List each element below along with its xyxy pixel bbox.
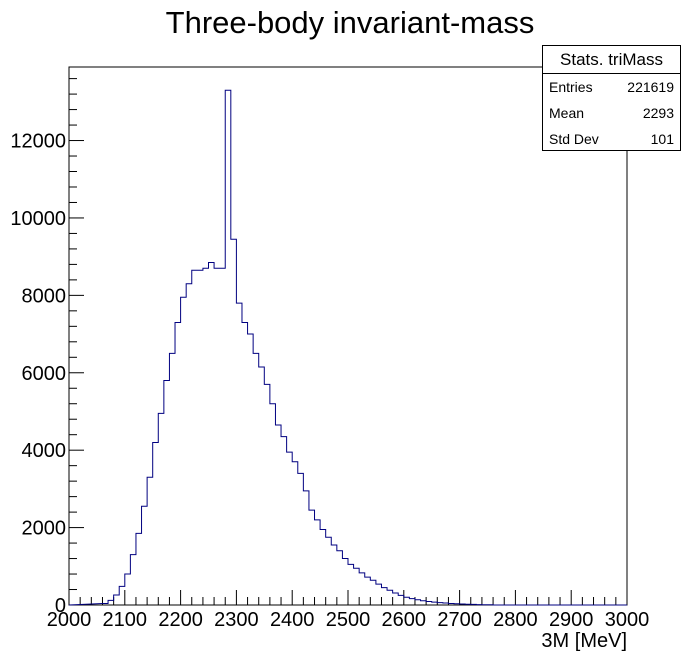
- y-tick-label: 12000: [10, 131, 66, 153]
- stats-value: 221619: [627, 79, 674, 95]
- x-tick-label: 2000: [47, 609, 92, 631]
- x-tick-label: 2300: [214, 609, 259, 631]
- stats-label: Mean: [549, 105, 585, 121]
- y-tick-label: 10000: [10, 208, 66, 230]
- x-tick-label: 2100: [103, 609, 148, 631]
- stats-value: 2293: [642, 105, 674, 121]
- tick-labels: 2000 2100 2200 2300 2400 2500 2600 2700 2800 2900…: [10, 131, 649, 631]
- x-tick-label: 2900: [549, 609, 594, 631]
- y-tick-label: 6000: [22, 363, 67, 385]
- y-tick-label: 4000: [22, 440, 67, 462]
- x-tick-label: 2600: [382, 609, 427, 631]
- stats-label: Entries: [549, 79, 593, 95]
- x-tick-label: 2400: [270, 609, 315, 631]
- y-tick-label: 2000: [22, 518, 67, 540]
- x-tick-label: 2200: [158, 609, 203, 631]
- stats-box: Stats. triMass Entries 221619 Mean 2293 …: [542, 45, 681, 151]
- x-tick-label: 3000: [605, 609, 650, 631]
- x-tick-label: 2500: [326, 609, 371, 631]
- stats-label: Std Dev: [549, 131, 599, 147]
- stats-row-stddev: Std Dev 101: [543, 126, 680, 152]
- y-tick-label: 8000: [22, 285, 67, 307]
- chart-title: Three-body invariant-mass: [166, 5, 535, 40]
- stats-title: Stats. triMass: [543, 46, 680, 74]
- stats-row-mean: Mean 2293: [543, 100, 680, 126]
- x-tick-label: 2800: [493, 609, 538, 631]
- x-axis-label: 3M [MeV]: [541, 630, 627, 652]
- histogram-series-line: [68, 89, 627, 606]
- x-tick-label: 2700: [437, 609, 482, 631]
- stats-value: 101: [650, 131, 674, 147]
- y-tick-label: 0: [55, 595, 66, 617]
- stats-row-entries: Entries 221619: [543, 74, 680, 100]
- axis-ticks: [68, 78, 628, 606]
